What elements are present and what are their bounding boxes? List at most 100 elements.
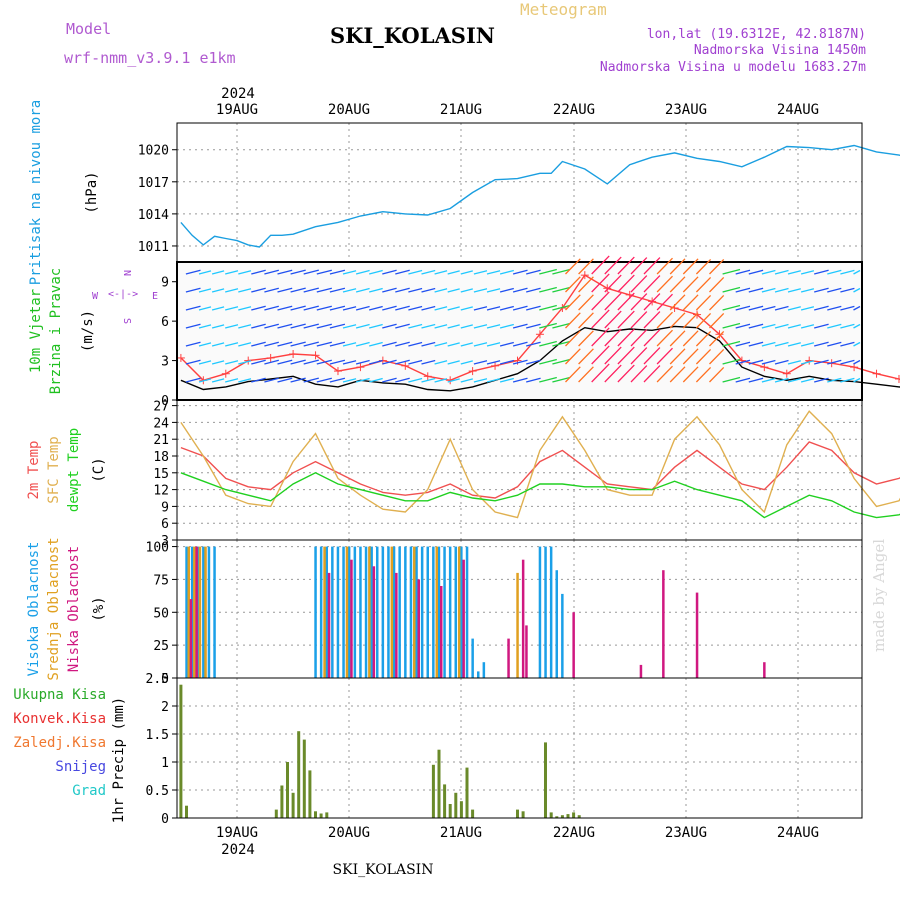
- wind-barb: [264, 377, 279, 383]
- lonlat-text: lon,lat (19.6312E, 42.8187N): [647, 27, 866, 42]
- bar: [291, 792, 295, 818]
- ytick-label: 3: [161, 355, 169, 370]
- wind-barb: [630, 329, 648, 347]
- wind-barb: [539, 340, 557, 347]
- wind-barb: [421, 269, 436, 275]
- wind-barb: [578, 330, 594, 347]
- wind-barb: [682, 366, 699, 383]
- wind-barb: [329, 323, 346, 329]
- bar: [561, 593, 564, 678]
- wind-barb: [185, 323, 201, 329]
- wind-compass: W E N S <-|->: [92, 270, 158, 324]
- wind-barb: [814, 305, 829, 311]
- wind-barb: [238, 342, 252, 347]
- wind-barb: [369, 359, 383, 365]
- wind-barb: [329, 287, 346, 293]
- wind-barb: [211, 324, 225, 329]
- precip-ylabel: 1hr Precip (mm): [111, 697, 127, 823]
- ytick-label: 0.5: [146, 784, 169, 799]
- wind-barb: [735, 341, 751, 347]
- wind-barbs: [185, 255, 861, 383]
- bar: [370, 546, 373, 678]
- bottom-date-label: 23AUG: [665, 825, 707, 841]
- bar: [525, 625, 528, 678]
- wind-barb: [447, 270, 460, 275]
- bar: [454, 546, 457, 678]
- wind-barb: [591, 363, 610, 383]
- wind-barb: [185, 287, 201, 293]
- ytick-label: 9: [161, 276, 169, 291]
- wind-barb: [486, 360, 501, 365]
- bar: [462, 559, 465, 678]
- bar: [432, 546, 435, 678]
- wind-barb: [604, 310, 622, 329]
- wind-barb: [748, 305, 764, 311]
- ytick-label: 75: [153, 573, 169, 588]
- bar: [459, 801, 463, 818]
- wind-barb: [761, 377, 776, 383]
- wind-barb: [591, 273, 610, 293]
- wind-barb: [421, 359, 436, 365]
- wind-barb: [460, 270, 473, 275]
- wind-barb: [709, 348, 725, 365]
- bar: [420, 546, 424, 678]
- bar: [443, 546, 446, 678]
- ytick-label: 3: [161, 534, 169, 549]
- wind-barb: [709, 276, 725, 293]
- bar: [327, 572, 331, 678]
- wind-barb: [198, 306, 212, 311]
- wind-barb: [787, 360, 801, 365]
- ytick-label: 1.5: [146, 728, 169, 743]
- top-date-labels: 19AUG 20AUG 21AUG 22AUG 23AUG 24AUG: [216, 102, 819, 118]
- wind-barb: [526, 287, 541, 293]
- wind-barb: [447, 306, 460, 311]
- wind-barb: [800, 288, 815, 293]
- wind-barb: [395, 341, 410, 347]
- wind-barb: [591, 291, 610, 311]
- wind-barb: [395, 377, 410, 383]
- wind-barb: [290, 341, 306, 347]
- wind-barb: [814, 341, 829, 347]
- wind-barb: [434, 288, 448, 293]
- wind-barb: [539, 358, 557, 365]
- wind-barb: [774, 269, 789, 275]
- wind-barb: [355, 341, 370, 347]
- wind-barb: [421, 377, 436, 383]
- wind-barb: [225, 360, 239, 365]
- wind-barb: [185, 269, 201, 275]
- wind-barb: [290, 269, 306, 275]
- wind-barb: [814, 287, 829, 293]
- wind-barb: [617, 364, 635, 383]
- wind-barb: [460, 342, 473, 347]
- wind-barb: [434, 342, 448, 347]
- wind-barb: [800, 360, 815, 365]
- wind-barb: [369, 341, 383, 347]
- bar: [426, 546, 429, 678]
- wind-barb: [211, 288, 225, 293]
- wind-barb: [617, 328, 635, 347]
- wind-barb: [748, 269, 764, 275]
- wind-barb: [565, 276, 581, 293]
- wind-barb: [277, 377, 293, 383]
- bar: [662, 570, 665, 678]
- wind-barb: [447, 378, 460, 383]
- series-line: [180, 472, 900, 519]
- wind-barb: [277, 269, 293, 275]
- wind-barb: [552, 322, 571, 329]
- wind-barb: [211, 270, 225, 275]
- wind-barb: [251, 341, 266, 347]
- wind-barb: [853, 269, 861, 275]
- wind-barb: [787, 342, 801, 347]
- wind-barb: [251, 287, 266, 293]
- wind-barb: [695, 330, 712, 347]
- top-date-label: 21AUG: [440, 102, 482, 118]
- wind-barb: [512, 323, 528, 329]
- wind-barb: [316, 305, 332, 311]
- panel-frame: [176, 539, 863, 679]
- top-date-label: 24AUG: [777, 102, 819, 118]
- wind-barb: [185, 341, 201, 347]
- wind-barb: [473, 324, 488, 329]
- wind-barb: [473, 270, 488, 275]
- bar: [359, 546, 362, 678]
